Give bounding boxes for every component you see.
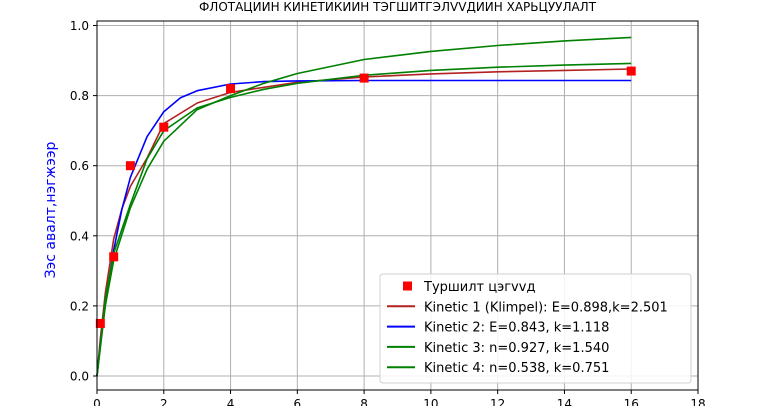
data-point	[95, 318, 105, 328]
data-point	[626, 66, 636, 76]
x-tick-label: 4	[227, 397, 235, 406]
data-point	[226, 84, 236, 94]
y-tick-label: 0.8	[70, 89, 89, 103]
legend-box	[379, 273, 692, 384]
legend-label: Kinetic 3: n=0.927, k=1.540	[424, 341, 609, 356]
legend-label: Туршилт цэгvvд	[423, 280, 535, 295]
legend-marker-icon	[403, 281, 412, 291]
y-tick-label: 0.6	[70, 159, 89, 173]
series-line-3	[96, 36, 632, 377]
x-tick-label: 16	[624, 397, 639, 406]
data-point	[109, 252, 119, 262]
chart-title: ФЛОТАЦИИН КИНЕТИКИИН ТЭГШИТГЭЛVVДИИН ХАР…	[198, 0, 597, 14]
x-tick-label: 12	[490, 397, 505, 406]
data-point	[159, 122, 169, 132]
axes-frame	[96, 20, 699, 391]
legend-label: Kinetic 4: n=0.538, k=0.751	[424, 361, 609, 376]
series-line-4	[96, 62, 632, 377]
y-tick-label: 0.0	[70, 370, 89, 384]
data-point	[359, 73, 369, 83]
legend-label: Kinetic 2: E=0.843, k=1.118	[424, 321, 609, 336]
x-tick-label: 10	[423, 397, 438, 406]
x-tick-label: 6	[294, 397, 302, 406]
x-tick-label: 14	[557, 397, 572, 406]
y-tick-label: 0.2	[70, 299, 89, 313]
experimental-points	[95, 66, 636, 328]
y-tick-label: 0.4	[70, 229, 89, 243]
legend: Туршилт цэгvvд Kinetic 1 (Klimpel): E=0.8…	[379, 273, 692, 384]
data-point	[125, 161, 135, 171]
y-tick-label: 1.0	[70, 19, 89, 33]
series-line-1	[96, 68, 632, 377]
x-tick-label: 18	[690, 397, 705, 406]
x-tick-label: 8	[360, 397, 368, 406]
legend-label: Kinetic 1 (Klimpel): E=0.898,k=2.501	[424, 300, 668, 315]
x-tick-label: 0	[93, 397, 101, 406]
axis-ticks: 0 2 4 6 8 10 12 14 16 18 0.0 0.2 0.4 0.6 0.8 1.0	[70, 19, 706, 406]
x-tick-label: 2	[160, 397, 168, 406]
